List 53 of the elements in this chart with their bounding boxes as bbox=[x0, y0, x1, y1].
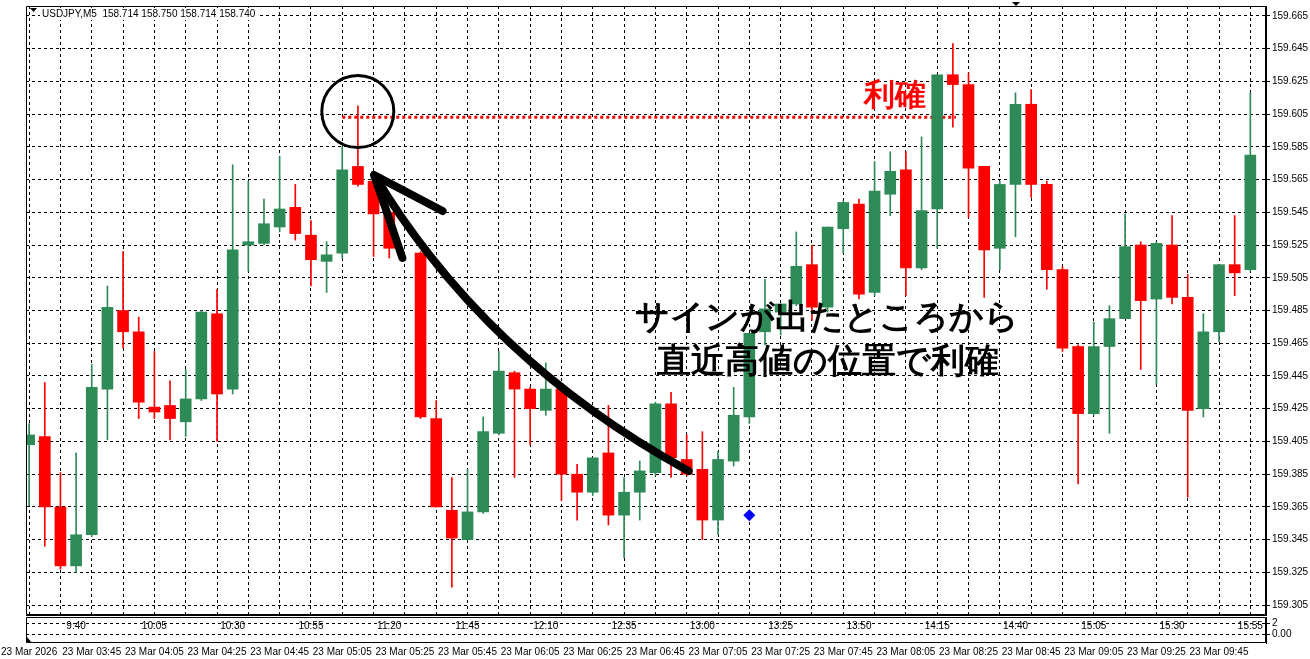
y-tick-label: 159.345 bbox=[1272, 533, 1309, 545]
x-tick-label: 23 Mar 06:45 bbox=[625, 645, 686, 657]
x-tick-label: 23 Mar 04:45 bbox=[250, 645, 310, 657]
y-tick-label: 159.465 bbox=[1272, 336, 1309, 348]
y-tick-label: 159.665 bbox=[1272, 9, 1309, 21]
y-tick-label: 159.645 bbox=[1272, 42, 1309, 54]
candlestick bbox=[1228, 215, 1241, 297]
y-tick-label: 159.525 bbox=[1272, 238, 1309, 250]
y-tick-label: 159.365 bbox=[1272, 500, 1309, 512]
x-tick-label: 11:45 bbox=[455, 619, 481, 631]
y-tick-label: 159.625 bbox=[1272, 75, 1309, 87]
y-tick-label: 2 bbox=[1272, 616, 1278, 628]
y-tick-label: 159.565 bbox=[1272, 173, 1309, 185]
y-tick-label: 159.425 bbox=[1272, 402, 1309, 414]
x-tick-label: 23 Mar 05:45 bbox=[438, 645, 498, 657]
y-tick-label: 159.545 bbox=[1272, 206, 1309, 218]
x-tick-label: 23 Mar 09:05 bbox=[1064, 645, 1124, 657]
x-tick-label: 23 Mar 03:45 bbox=[62, 645, 122, 657]
x-tick-label: 23 Mar 04:05 bbox=[124, 645, 185, 657]
y-tick-label: 0.00 bbox=[1272, 627, 1292, 639]
y-tick-label: 159.485 bbox=[1272, 304, 1309, 316]
candlestick bbox=[164, 380, 176, 441]
x-tick-label: 23 Mar 07:45 bbox=[813, 645, 874, 657]
x-tick-label: 23 Mar 08:45 bbox=[1001, 645, 1062, 657]
x-tick-label: 13:25 bbox=[768, 619, 794, 631]
candlestick bbox=[446, 477, 458, 588]
y-tick-label: 159.385 bbox=[1272, 467, 1309, 479]
x-tick-label: 23 Mar 07:25 bbox=[751, 645, 811, 657]
x-tick-label: 23 Mar 08:05 bbox=[876, 645, 936, 657]
y-tick-label: 159.325 bbox=[1272, 566, 1309, 578]
x-tick-label: 9:40 bbox=[66, 619, 87, 631]
x-tick-label: 23 Mar 06:25 bbox=[563, 645, 623, 657]
x-tick-label: 23 Mar 04:25 bbox=[187, 645, 247, 657]
x-tick-label: 23 Mar 08:25 bbox=[939, 645, 999, 657]
candlestick bbox=[242, 180, 255, 272]
x-tick-label: 23 Mar 09:45 bbox=[1189, 645, 1249, 657]
x-tick-label: 10:55 bbox=[298, 619, 324, 631]
x-tick-label: 23 Mar 05:25 bbox=[375, 645, 435, 657]
x-tick-label: 23 Mar 09:25 bbox=[1126, 645, 1187, 657]
candlestick bbox=[117, 251, 129, 349]
x-tick-label: 23 Mar 05:05 bbox=[312, 645, 373, 657]
chart-title: USDJPY,M5 158.714 158.750 158.714 158.740 bbox=[42, 7, 256, 19]
x-tick-label: 23 Mar 2026 bbox=[1, 645, 58, 657]
y-tick-label: 159.505 bbox=[1272, 271, 1309, 283]
x-tick-label: 23 Mar 07:05 bbox=[688, 645, 748, 657]
y-tick-label: 159.445 bbox=[1272, 369, 1309, 381]
y-tick-label: 159.405 bbox=[1272, 435, 1309, 447]
y-tick-label: 159.585 bbox=[1272, 140, 1309, 152]
y-tick-label: 159.305 bbox=[1272, 598, 1309, 610]
series-label: 利確 bbox=[862, 76, 926, 113]
x-tick-label: 15:30 bbox=[1159, 619, 1186, 631]
y-tick-label: 159.605 bbox=[1272, 107, 1309, 119]
x-tick-label: 23 Mar 06:05 bbox=[500, 645, 561, 657]
